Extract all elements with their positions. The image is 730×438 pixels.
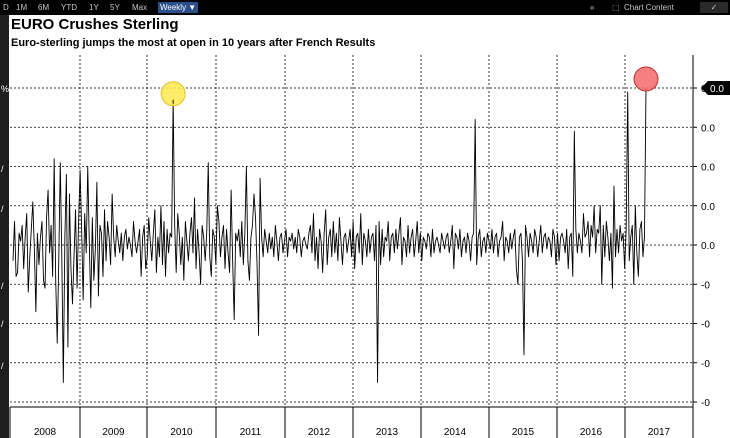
last-value-label: 0.0	[710, 84, 724, 95]
x-tick-label: 2013	[376, 427, 399, 438]
period-button-max[interactable]: Max	[132, 3, 148, 12]
y-tick-label: -0	[701, 320, 710, 331]
y-tick-label: -0	[701, 280, 710, 291]
y-tick-label: -0	[701, 398, 710, 409]
period-button-1m[interactable]: 1M	[16, 3, 28, 12]
y-tick-label: 0.0	[701, 202, 715, 213]
chart-title: EURO Crushes Sterling	[11, 16, 179, 33]
period-button-5y[interactable]: 5Y	[110, 3, 120, 12]
y-tick-label: -0	[701, 359, 710, 370]
frequency-dropdown[interactable]: Weekly ▼	[158, 2, 199, 13]
y-tick-label: 0.0	[701, 241, 715, 252]
y-tick-label: 0.0	[701, 163, 715, 174]
x-tick-label: 2017	[648, 427, 671, 438]
x-tick-label: 2011	[240, 427, 262, 438]
left-axis-glyph: /	[1, 319, 4, 329]
period-button-6m[interactable]: 6M	[38, 3, 50, 12]
chart-subtitle: Euro-sterling jumps the most at open in …	[11, 37, 376, 49]
chart-content-button[interactable]: Chart Content	[624, 3, 674, 12]
x-tick-label: 2016	[580, 427, 603, 438]
highlight-circle-2017	[633, 66, 659, 92]
chart-content-icon[interactable]: ⬚	[612, 3, 620, 12]
y-tick-label: 0.0	[701, 123, 715, 134]
x-tick-label: 2014	[444, 427, 467, 438]
left-tool-strip	[0, 15, 9, 438]
x-tick-label: 2010	[170, 427, 193, 438]
left-axis-glyph: /	[1, 164, 4, 174]
left-axis-glyph: %	[1, 84, 9, 94]
period-button-1y[interactable]: 1Y	[89, 3, 99, 12]
collapse-button[interactable]: «	[590, 3, 595, 12]
left-axis-glyph: /	[1, 204, 4, 214]
left-axis-glyph: /	[1, 361, 4, 371]
last-value-tag	[701, 81, 730, 95]
series-line	[12, 87, 647, 383]
period-button-ytd[interactable]: YTD	[61, 3, 77, 12]
chart-toolbar: D 1M 6M YTD 1Y 5Y Max Weekly ▼ « ⬚ Chart…	[0, 0, 730, 15]
period-button-d[interactable]: D	[3, 3, 9, 12]
x-tick-label: 2012	[308, 427, 331, 438]
highlight-circle-2010	[160, 81, 186, 107]
x-tick-label: 2008	[34, 427, 57, 438]
toolbar-check-icon[interactable]: ✓	[700, 2, 728, 13]
left-axis-glyph: /	[1, 281, 4, 291]
x-tick-label: 2015	[512, 427, 535, 438]
x-tick-label: 2009	[102, 427, 125, 438]
